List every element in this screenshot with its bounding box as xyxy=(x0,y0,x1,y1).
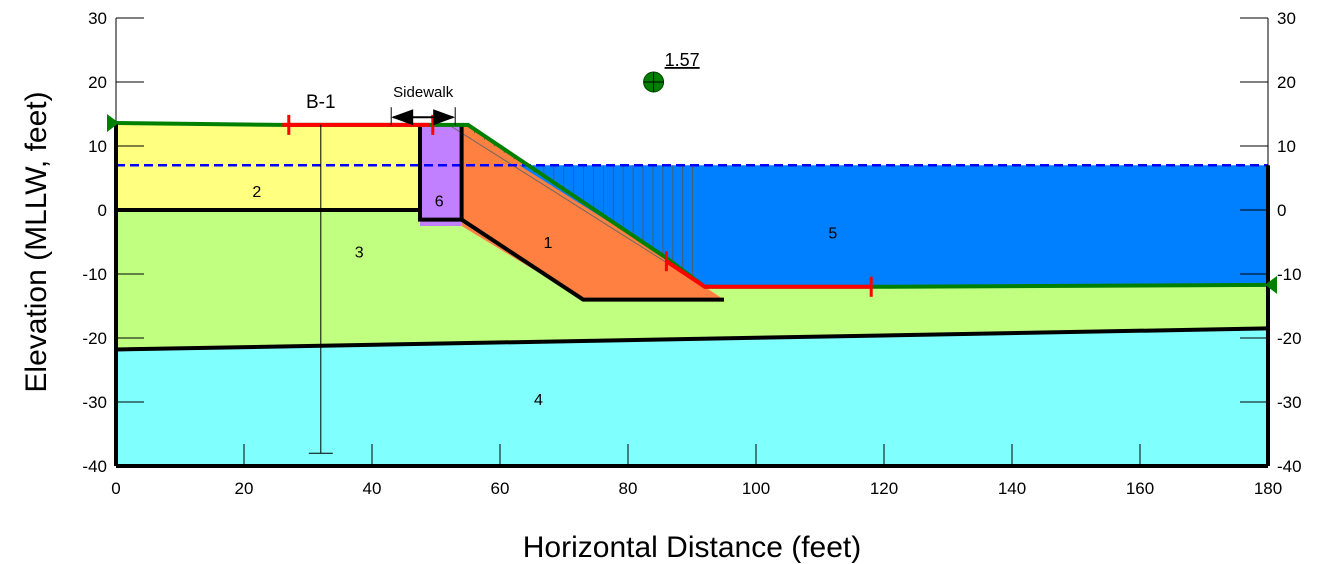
sidewalk-arrow-left xyxy=(391,109,414,126)
boring-label: B-1 xyxy=(306,92,336,113)
y-tick-label-left: 30 xyxy=(88,9,107,28)
x-tick-label: 120 xyxy=(870,479,898,498)
y-tick-label-left: 0 xyxy=(98,201,107,220)
x-axis-title: Horizontal Distance (feet) xyxy=(523,531,861,564)
boundary-6 xyxy=(418,124,464,222)
axes: 0 20 40 60 80 100 120 140 160 180-40 -40-30 -30-20-… xyxy=(82,9,1301,498)
y-tick-label-left: -20 xyxy=(82,329,107,348)
y-tick-label-right: 10 xyxy=(1277,137,1296,156)
slip-surface xyxy=(448,124,706,288)
x-tick-label: 180 xyxy=(1254,479,1282,498)
y-tick-label-right: -30 xyxy=(1277,393,1302,412)
x-tick-label: 100 xyxy=(742,479,770,498)
y-tick-label-right: 20 xyxy=(1277,73,1296,92)
region-label-4: 4 xyxy=(534,392,543,409)
boundary-lines xyxy=(115,114,1269,352)
x-tick-label: 60 xyxy=(491,479,510,498)
y-tick-label-right: -40 xyxy=(1277,457,1302,476)
plot-frame xyxy=(114,18,1270,468)
x-tick-label: 0 xyxy=(111,479,120,498)
region-label-6: 6 xyxy=(435,193,444,210)
sidewalk-arrow-right xyxy=(433,109,456,126)
region-labels: 4 3 2 6 1 5 xyxy=(252,184,837,409)
slip-segment xyxy=(665,259,872,289)
right-limit-marker xyxy=(1265,275,1277,294)
y-tick-label-right: -20 xyxy=(1277,329,1302,348)
y-tick-label-right: -10 xyxy=(1277,265,1302,284)
boundary-3-4 xyxy=(115,326,1269,352)
y-axis-title: Elevation (MLLW, feet) xyxy=(20,91,53,392)
region-label-5: 5 xyxy=(828,225,837,242)
y-tick-label-left: -10 xyxy=(82,265,107,284)
region-4 xyxy=(116,328,1268,466)
soil-regions xyxy=(116,123,1268,466)
y-tick-label-left: 20 xyxy=(88,73,107,92)
factor-of-safety-label: 1.57 xyxy=(665,50,700,70)
region-2 xyxy=(116,123,420,210)
y-tick-label-right: 30 xyxy=(1277,9,1296,28)
y-tick-label-left: 10 xyxy=(88,137,107,156)
boundary-1-3 xyxy=(460,217,724,302)
sidewalk-label: Sidewalk xyxy=(393,84,454,101)
x-tick-label: 140 xyxy=(998,479,1026,498)
y-tick-label-left: -40 xyxy=(82,457,107,476)
region-label-2: 2 xyxy=(252,184,261,201)
region-label-3: 3 xyxy=(355,245,364,262)
region-5 xyxy=(519,165,1268,287)
x-tick-label: 80 xyxy=(619,479,638,498)
region-6 xyxy=(420,124,462,226)
region-3 xyxy=(116,210,1268,350)
region-label-1: 1 xyxy=(544,235,553,252)
x-tick-label: 40 xyxy=(363,479,382,498)
annotations: B-1 Sidewalk 1.57 xyxy=(107,50,1277,454)
y-tick-label-right: 0 xyxy=(1277,201,1286,220)
left-limit-marker xyxy=(107,113,119,132)
x-tick-label: 160 xyxy=(1126,479,1154,498)
x-tick-label: 20 xyxy=(235,479,254,498)
y-tick-label-left: -30 xyxy=(82,393,107,412)
